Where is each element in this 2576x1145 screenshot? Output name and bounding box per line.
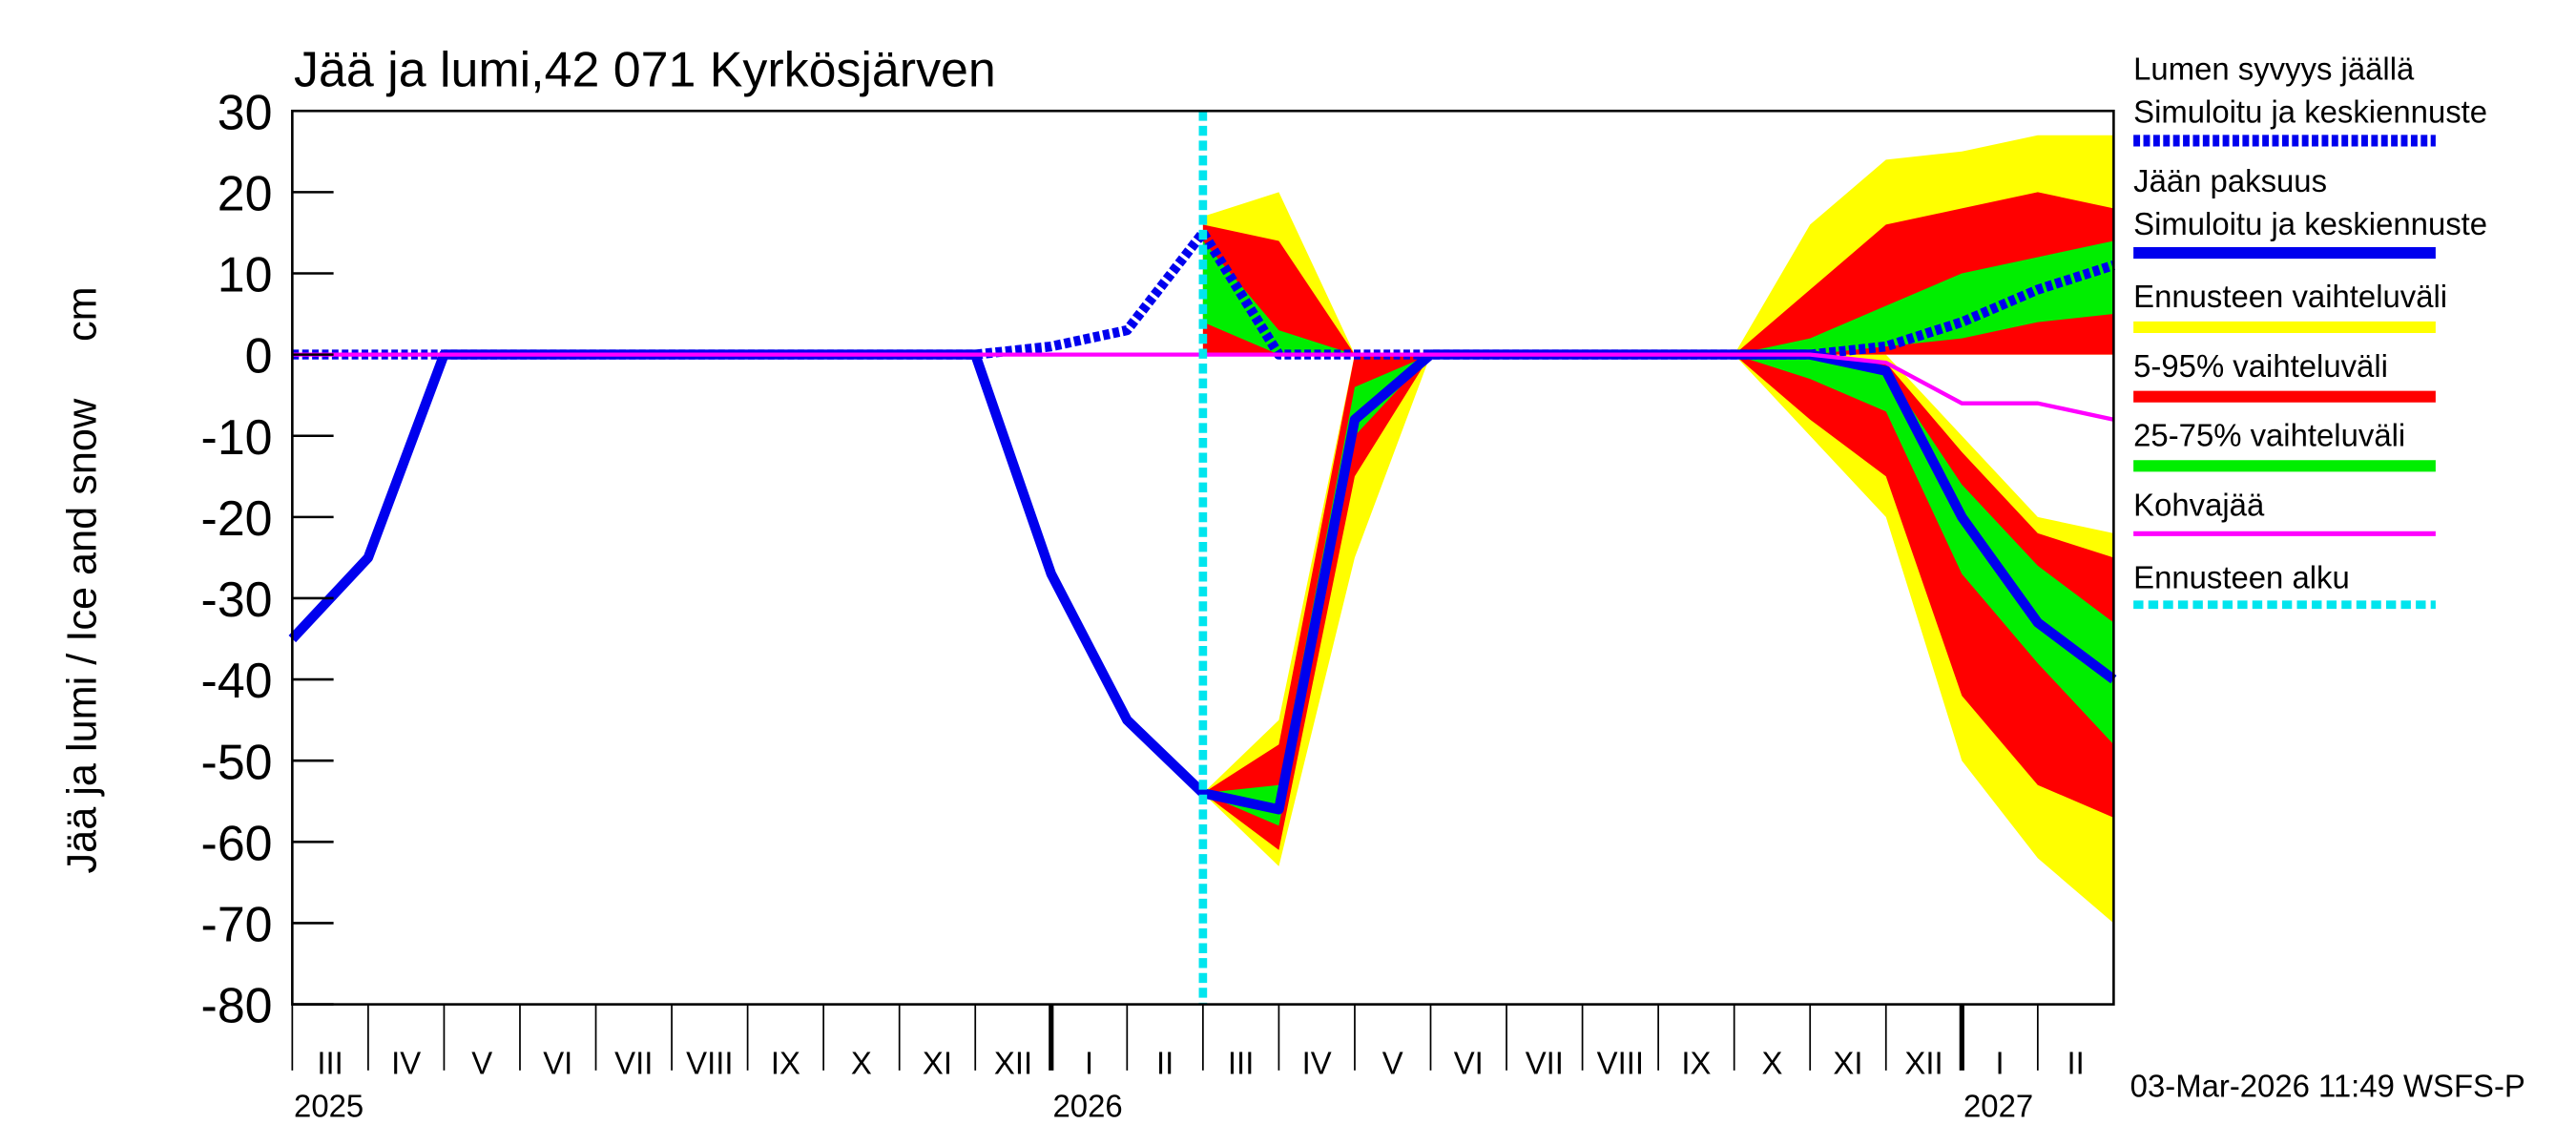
year-label: 2027 [1963,1088,2033,1123]
legend-label: Lumen syvyys jäällä [2133,51,2415,86]
x-tick-label: XI [1833,1045,1862,1080]
x-tick-label: III [1228,1045,1254,1080]
year-label: 2025 [294,1088,364,1123]
chart-title: Jää ja lumi,42 071 Kyrkösjärven [294,42,996,97]
y-tick-label: 10 [218,248,273,303]
x-tick-label: I [1085,1045,1093,1080]
x-tick-label: IV [391,1045,421,1080]
y-tick-label: 0 [245,329,273,385]
x-tick-label: III [317,1045,343,1080]
legend-label: 25-75% vaihteluväli [2133,418,2405,453]
y-axis-label: Jää ja lumi / Ice and snow [59,398,105,873]
x-tick-label: V [1382,1045,1403,1080]
legend-label: Kohvajää [2133,487,2265,522]
x-tick-label: VII [1526,1045,1564,1080]
legend-label: Ennusteen vaihteluväli [2133,279,2447,314]
footer: 03-Mar-2026 11:49 WSFS-P [2130,1069,2525,1104]
x-tick-label: VI [543,1045,572,1080]
year-label: 2026 [1053,1088,1123,1123]
y-tick-label: 30 [218,85,273,140]
x-tick-label: II [1156,1045,1174,1080]
x-tick-label: IX [1681,1045,1711,1080]
x-tick-label: XI [923,1045,952,1080]
y-tick-label: -80 [201,979,273,1034]
y-tick-label: 20 [218,166,273,221]
y-axis-unit: cm [59,286,105,342]
x-tick-label: VII [614,1045,653,1080]
x-tick-label: X [1761,1045,1782,1080]
x-tick-label: VIII [1597,1045,1644,1080]
band-area [1202,354,2114,850]
y-tick-label: -70 [201,898,273,953]
x-tick-label: XII [1904,1045,1942,1080]
x-tick-label: I [1995,1045,2004,1080]
y-tick-label: -60 [201,816,273,871]
y-tick-label: -20 [201,491,273,547]
legend-label: Jään paksuus [2133,163,2327,198]
x-tick-label: VI [1454,1045,1484,1080]
x-tick-label: IV [1302,1045,1332,1080]
x-tick-label: II [2067,1045,2084,1080]
band-area [1202,240,2114,355]
y-tick-label: -40 [201,654,273,709]
x-tick-label: VIII [686,1045,733,1080]
band-area [1202,354,2114,924]
legend-label: 5-95% vaihteluväli [2133,348,2388,384]
legend-label: Simuloitu ja keskiennuste [2133,94,2487,129]
y-tick-label: -50 [201,735,273,790]
x-tick-label: XII [994,1045,1032,1080]
x-tick-label: V [471,1045,492,1080]
x-tick-label: IX [771,1045,800,1080]
y-tick-label: -10 [201,410,273,466]
y-tick-label: -30 [201,572,273,628]
legend-label: Simuloitu ja keskiennuste [2133,206,2487,241]
legend-label: Ennusteen alku [2133,559,2350,594]
x-tick-label: X [851,1045,872,1080]
